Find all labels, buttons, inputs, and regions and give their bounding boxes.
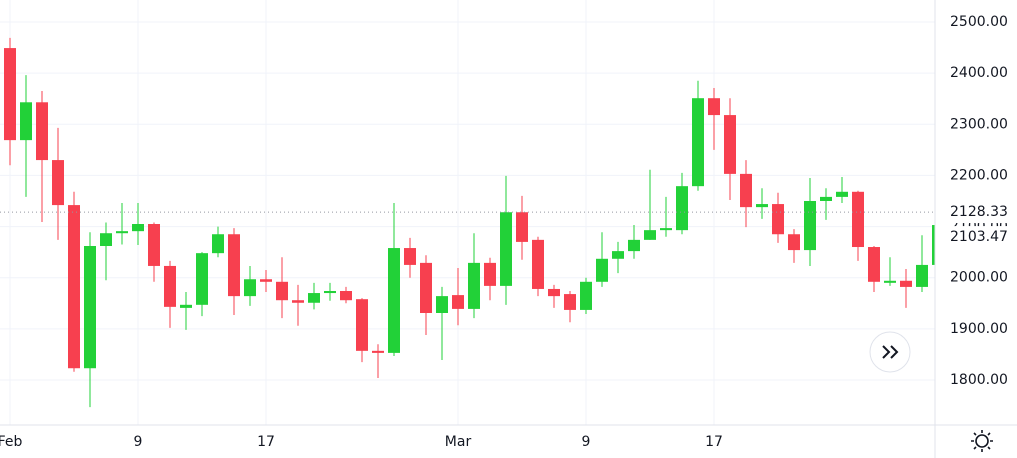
candle-body (468, 262, 480, 309)
candle-body (68, 205, 80, 369)
candle-body (708, 98, 720, 116)
y-tick-label: 2000.00 (950, 270, 1008, 286)
x-tick-label: 9 (582, 434, 591, 450)
candle-body (692, 98, 704, 187)
candle-body (724, 115, 736, 174)
candle-body (772, 204, 784, 235)
y-tick-label: 1800.00 (950, 372, 1008, 388)
candle-body (836, 191, 848, 197)
candle-body (404, 248, 416, 265)
candle-body (4, 48, 16, 141)
candle-body (260, 279, 272, 282)
candle-body (500, 212, 512, 286)
candle-body (180, 304, 192, 308)
settings-icon (975, 434, 989, 448)
price-label-box (936, 201, 1017, 224)
candle-body (52, 160, 64, 206)
axis-labels: 1800.001900.002000.002100.002200.002300.… (0, 14, 1017, 450)
candle-body (212, 234, 224, 254)
candle-body (452, 295, 464, 309)
candle-body (436, 296, 448, 313)
candle-body (244, 279, 256, 297)
candle-body (820, 196, 832, 201)
x-tick-label: Mar (445, 434, 472, 450)
candle-body (596, 258, 608, 282)
candle-body (932, 225, 935, 265)
y-tick-label: 2400.00 (950, 65, 1008, 81)
candle-body (372, 350, 384, 353)
x-tick-label: 17 (705, 434, 723, 450)
candle-body (148, 224, 160, 266)
candle-body (804, 200, 816, 251)
candle-body (388, 248, 400, 353)
candle-body (564, 294, 576, 310)
candle-body (356, 299, 368, 351)
candle-body (788, 234, 800, 251)
candle-body (628, 239, 640, 252)
candle-body (532, 239, 544, 289)
candle-body (36, 102, 48, 161)
candle-body (132, 224, 144, 232)
candle-body (292, 300, 304, 303)
candle-body (916, 264, 928, 287)
candle-body (420, 262, 432, 313)
candle-body (756, 204, 768, 208)
candle-body (548, 288, 560, 297)
x-tick-label: 17 (257, 434, 275, 450)
settings-button[interactable] (971, 430, 993, 452)
candle-body (196, 253, 208, 305)
scroll-icon (882, 345, 899, 359)
candle-body (116, 231, 128, 234)
y-tick-label: 2200.00 (950, 167, 1008, 183)
candle-body (852, 191, 864, 248)
candle-body (612, 251, 624, 259)
candles (0, 37, 935, 408)
grid (0, 0, 935, 425)
candle-body (276, 281, 288, 301)
candle-body (868, 247, 880, 282)
candle-body (484, 262, 496, 286)
candle-body (900, 280, 912, 287)
price-label: 2128.33 (950, 204, 1008, 220)
candle-body (164, 265, 176, 307)
scroll-button[interactable] (869, 331, 911, 373)
candle-body (740, 173, 752, 208)
candle-body (516, 212, 528, 242)
candle-body (660, 228, 672, 231)
price-label: 2103.47 (950, 229, 1008, 245)
candle-body (644, 230, 656, 240)
candle-body (580, 281, 592, 310)
candle-body (100, 233, 112, 246)
y-tick-label: 2500.00 (950, 14, 1008, 30)
settings-icon-rays (971, 430, 993, 452)
price-label-box (936, 226, 1017, 249)
candle-body (20, 102, 32, 141)
candle-body (324, 291, 336, 294)
x-tick-label: Feb (0, 434, 23, 450)
y-tick-label: 2300.00 (950, 116, 1008, 132)
x-tick-label: 9 (134, 434, 143, 450)
candle-body (884, 280, 896, 283)
candle-body (340, 291, 352, 301)
candle-body (676, 186, 688, 231)
y-tick-label: 1900.00 (950, 321, 1008, 337)
candle-body (228, 234, 240, 297)
candle-body (84, 245, 96, 369)
candle-body (308, 293, 320, 303)
